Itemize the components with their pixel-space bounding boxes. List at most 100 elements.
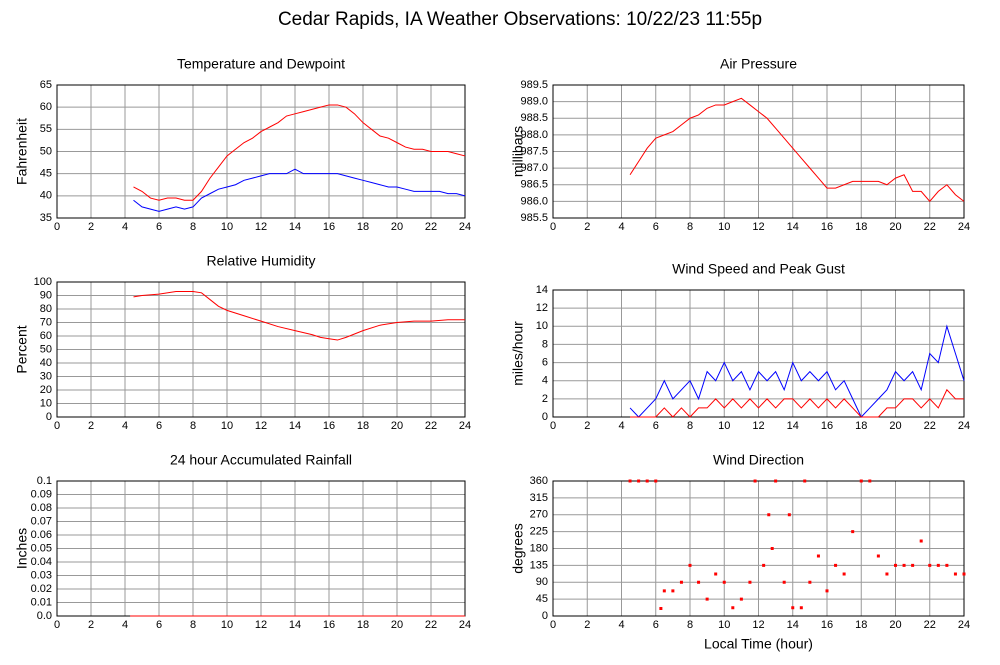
- data-point: [770, 547, 774, 550]
- y-tick-label: 45: [40, 168, 52, 180]
- x-tick-label: 22: [425, 619, 437, 631]
- x-tick-label: 24: [459, 619, 471, 631]
- x-tick-label: 20: [889, 420, 901, 432]
- data-point: [962, 572, 966, 576]
- y-tick-label: 985.5: [520, 212, 548, 224]
- data-line: [630, 388, 964, 418]
- data-point: [645, 479, 649, 483]
- data-point: [722, 580, 726, 584]
- x-tick-label: 8: [687, 221, 693, 233]
- y-tick-label: 0.08: [31, 502, 52, 514]
- x-tick-label: 0: [550, 420, 556, 432]
- x-tick-label: 8: [190, 221, 196, 233]
- y-tick-label: 0.07: [31, 515, 52, 527]
- x-tick-label: 4: [122, 221, 128, 233]
- x-tick-label: 6: [156, 619, 162, 631]
- x-axis-label: Local Time (hour): [704, 636, 813, 652]
- data-point: [902, 563, 906, 567]
- plot-border: [56, 84, 466, 219]
- x-tick-label: 8: [687, 619, 693, 631]
- x-tick-label: 20: [391, 420, 403, 432]
- x-tick-label: 24: [459, 221, 471, 233]
- x-tick-label: 16: [323, 420, 335, 432]
- data-point: [825, 589, 829, 593]
- x-tick-label: 12: [752, 420, 764, 432]
- x-tick-label: 16: [821, 221, 833, 233]
- x-tick-label: 2: [88, 420, 94, 432]
- x-tick-label: 4: [122, 619, 128, 631]
- x-tick-label: 20: [889, 619, 901, 631]
- y-tick-label: 0.05: [31, 542, 52, 554]
- x-tick-label: 2: [584, 221, 590, 233]
- x-tick-label: 16: [821, 619, 833, 631]
- y-tick-label: 65: [40, 79, 52, 91]
- x-tick-label: 16: [323, 619, 335, 631]
- y-tick-label: 45: [536, 593, 548, 605]
- data-point: [859, 479, 863, 483]
- y-tick-label: 988.5: [520, 112, 548, 124]
- x-tick-label: 4: [122, 420, 128, 432]
- data-point: [945, 563, 949, 567]
- x-tick-label: 14: [787, 420, 799, 432]
- x-tick-label: 18: [357, 420, 369, 432]
- x-tick-label: 24: [958, 221, 970, 233]
- y-tick-label: 8: [542, 338, 548, 350]
- panel-title: Wind Speed and Peak Gust: [672, 261, 845, 277]
- data-line: [133, 290, 465, 341]
- x-tick-label: 14: [289, 221, 301, 233]
- panel-title: Relative Humidity: [207, 253, 316, 269]
- x-tick-label: 0: [54, 420, 60, 432]
- y-tick-label: 987.0: [520, 162, 548, 174]
- y-tick-label: 0.1: [37, 475, 52, 487]
- plot-border: [552, 289, 965, 418]
- y-tick-label: 30: [40, 370, 52, 382]
- data-point: [748, 580, 752, 584]
- x-tick-label: 10: [221, 420, 233, 432]
- data-point: [928, 563, 932, 567]
- y-tick-label: 0.09: [31, 488, 52, 500]
- page-title: Cedar Rapids, IA Weather Observations: 1…: [278, 9, 762, 30]
- data-point: [731, 606, 735, 610]
- data-point: [697, 580, 701, 584]
- y-tick-label: 6: [542, 356, 548, 368]
- panel-title: 24 hour Accumulated Rainfall: [170, 452, 352, 468]
- data-point: [762, 563, 766, 567]
- data-point: [816, 554, 820, 558]
- data-line: [629, 97, 965, 203]
- y-tick-label: 100: [34, 276, 52, 288]
- panel-title: Temperature and Dewpoint: [177, 56, 345, 72]
- x-tick-label: 18: [357, 221, 369, 233]
- x-tick-label: 10: [221, 619, 233, 631]
- x-tick-label: 4: [618, 420, 624, 432]
- plot-border: [56, 281, 466, 418]
- data-point: [876, 554, 880, 558]
- y-tick-label: 986.5: [520, 179, 548, 191]
- x-tick-label: 22: [425, 420, 437, 432]
- x-tick-label: 14: [787, 619, 799, 631]
- panel-title: Wind Direction: [713, 452, 804, 468]
- y-tick-label: 0.02: [31, 583, 52, 595]
- y-tick-label: 0.06: [31, 529, 52, 541]
- data-point: [919, 539, 923, 543]
- x-tick-label: 24: [459, 420, 471, 432]
- x-tick-label: 14: [787, 221, 799, 233]
- data-point: [662, 589, 666, 593]
- x-tick-label: 16: [821, 420, 833, 432]
- x-tick-label: 10: [718, 619, 730, 631]
- x-tick-label: 0: [550, 619, 556, 631]
- data-point: [936, 563, 940, 567]
- data-point: [753, 479, 757, 483]
- data-point: [799, 606, 803, 610]
- x-tick-label: 16: [323, 221, 335, 233]
- plot-border: [552, 84, 965, 219]
- y-tick-label: 2: [542, 393, 548, 405]
- y-tick-label: 0: [542, 610, 548, 622]
- data-point: [628, 479, 632, 483]
- data-point: [679, 580, 683, 584]
- y-tick-label: 270: [530, 509, 548, 521]
- y-tick-label: 60: [40, 330, 52, 342]
- x-tick-label: 8: [190, 420, 196, 432]
- y-tick-label: 315: [530, 492, 548, 504]
- x-tick-label: 12: [255, 420, 267, 432]
